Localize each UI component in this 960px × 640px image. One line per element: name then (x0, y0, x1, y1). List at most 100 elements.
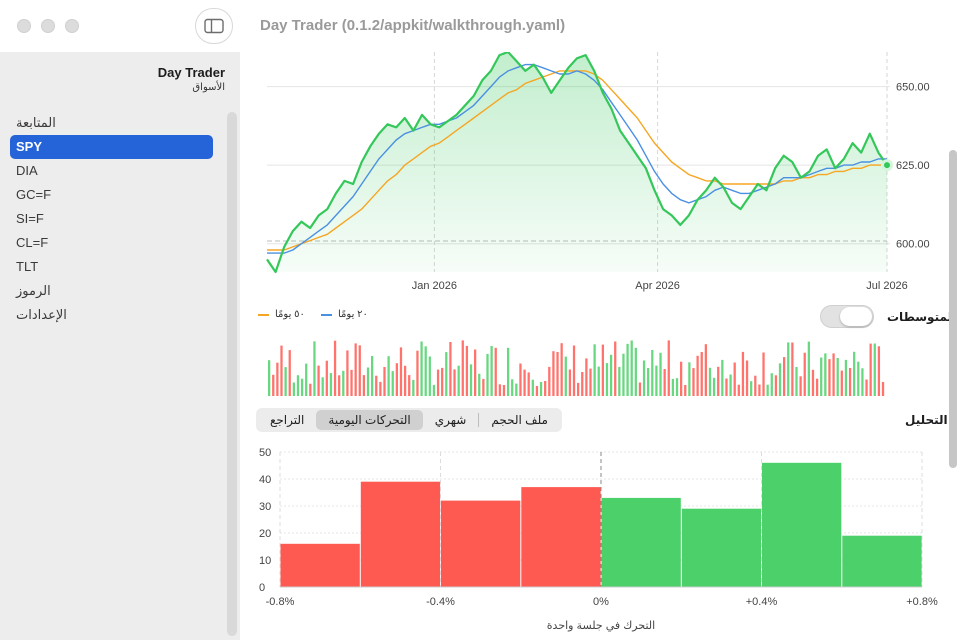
volume-bar (733, 362, 736, 396)
main-scrollbar[interactable] (949, 150, 957, 468)
sidebar-item-si[interactable]: SI=F (16, 211, 44, 226)
volume-bar (366, 367, 370, 396)
segment-daily-moves[interactable]: التحركات اليومية (316, 410, 423, 430)
volume-bar (329, 373, 333, 396)
volume-bar (272, 374, 275, 396)
segment-volume-profile[interactable]: ملف الحجم (491, 413, 548, 427)
volume-bar (333, 340, 337, 396)
legend-ma20: ٢٠ يومًا (321, 309, 368, 320)
volume-bar (642, 360, 646, 396)
volume-bar (572, 345, 576, 396)
volume-bar (803, 352, 806, 396)
volume-bar (869, 343, 872, 396)
volume-bar (342, 370, 345, 396)
sidebar-item-settings[interactable]: الإعدادات (16, 307, 67, 322)
volume-bar (630, 340, 633, 396)
x-tick-label: -0.8% (266, 596, 295, 608)
price-area (267, 52, 887, 272)
volume-bar (597, 366, 600, 396)
volume-bar (659, 352, 662, 396)
volume-bar (807, 341, 810, 396)
volume-bar (280, 345, 283, 396)
volume-bar (346, 350, 349, 396)
volume-bar (770, 373, 773, 396)
volume-bar (671, 378, 675, 396)
close-window-button[interactable] (17, 19, 31, 33)
volume-bar (338, 375, 341, 396)
volume-bar (840, 370, 843, 396)
volume-bar (403, 365, 407, 396)
analysis-segmented-control: ملف الحجم شهري التحركات اليومية التراجع (256, 408, 562, 432)
volume-bar (577, 382, 580, 396)
histogram-bar (842, 535, 922, 587)
zoom-window-button[interactable] (65, 19, 79, 33)
volume-bar (589, 368, 592, 396)
volume-bar (420, 341, 423, 396)
volume-bar (465, 345, 469, 396)
volume-bar (292, 382, 295, 396)
moving-averages-toggle[interactable] (820, 305, 874, 328)
segment-drawdown[interactable]: التراجع (270, 413, 305, 427)
analysis-label: التحليل (905, 413, 948, 427)
histogram-bar (762, 462, 842, 587)
volume-bar (531, 379, 534, 396)
volume-bar (296, 375, 300, 396)
y-tick-label: 40 (259, 474, 271, 486)
sidebar-item-cl[interactable]: CL=F (16, 235, 49, 250)
volume-bar (354, 343, 357, 396)
volume-bar (618, 366, 621, 396)
volume-bar (861, 368, 864, 396)
volume-bar (857, 361, 860, 396)
volume-bar (815, 378, 819, 396)
volume-bar (506, 347, 510, 396)
volume-bar (313, 341, 316, 396)
volume-bar (581, 372, 584, 396)
volume-bar (712, 377, 716, 396)
x-tick-label: Apr 2026 (635, 280, 680, 292)
volume-bar (515, 383, 518, 396)
x-axis-title: التحرك في جلسة واحدة (547, 620, 655, 632)
volume-bar (820, 357, 823, 396)
volume-chart (268, 340, 885, 396)
daily-moves-histogram: 50 40 30 20 10 0-0.8% -0.4% 0% +0.4% +0.8% التحرك … (259, 447, 938, 632)
minimize-window-button[interactable] (41, 19, 55, 33)
sidebar-scrollbar[interactable] (227, 112, 237, 636)
sidebar-item-watchlist[interactable]: المتابعة (16, 115, 56, 130)
volume-bar (399, 347, 403, 396)
y-tick-label: 50 (259, 447, 271, 459)
volume-bar (358, 345, 361, 396)
histogram-bar (521, 487, 601, 587)
volume-bar (737, 384, 740, 396)
volume-bar (609, 354, 613, 396)
volume-bar (585, 358, 588, 396)
volume-bar (523, 369, 526, 396)
volume-bar (638, 382, 642, 396)
volume-bar (395, 363, 398, 396)
volume-bar (774, 375, 778, 396)
volume-bar (778, 363, 782, 396)
volume-bar (881, 382, 885, 396)
volume-bar (424, 346, 427, 396)
x-tick-label: 0% (593, 596, 609, 608)
sidebar-item-gc[interactable]: GC=F (16, 187, 52, 202)
volume-bar (651, 350, 654, 396)
volume-bar (750, 381, 753, 396)
sidebar-toggle-button[interactable] (195, 8, 233, 44)
volume-bar (634, 347, 637, 396)
x-tick-label: +0.8% (906, 596, 938, 608)
sidebar-item-symbols[interactable]: الرموز (16, 283, 51, 298)
sidebar-item-tlt[interactable]: TLT (16, 259, 39, 274)
sidebar-item-dia[interactable]: DIA (16, 163, 38, 178)
volume-bar (498, 384, 501, 396)
volume-bar (684, 385, 687, 396)
volume-bar (832, 353, 835, 396)
volume-bar (725, 378, 728, 396)
sidebar-item-spy[interactable]: SPY (10, 135, 213, 159)
volume-bar (449, 342, 452, 396)
volume-bar (836, 358, 839, 396)
volume-bar (783, 357, 786, 396)
volume-bar (799, 376, 802, 396)
legend-ma50: ٥٠ يومًا (258, 309, 305, 320)
segment-monthly[interactable]: شهري (434, 413, 467, 427)
volume-bar (548, 366, 551, 396)
